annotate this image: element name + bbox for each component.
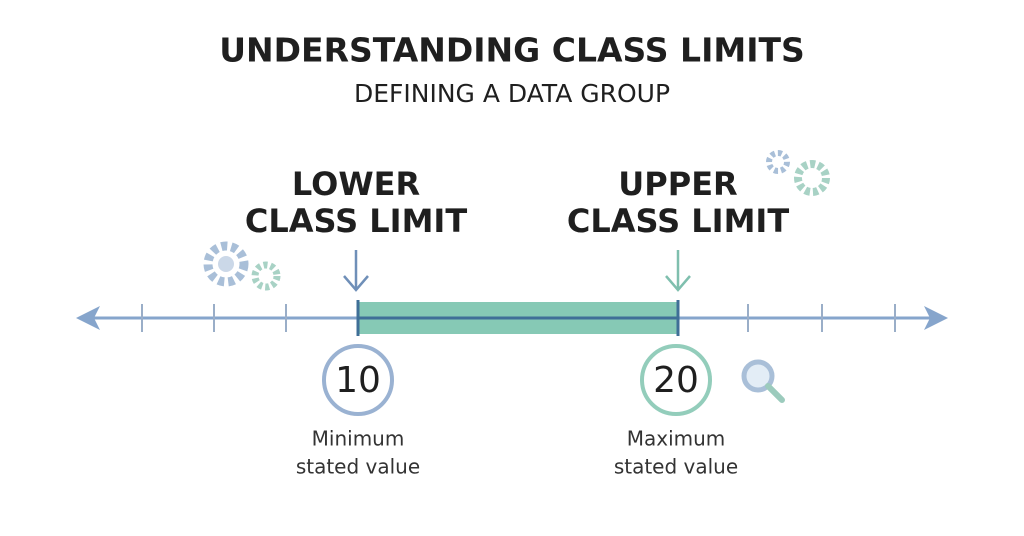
upper-label: CLASS LIMIT [567,202,789,240]
lower-caption: Minimum [312,427,405,451]
title: UNDERSTANDING CLASS LIMITS [219,31,805,70]
upper-circle [640,344,712,416]
upper-caption: Maximum [627,427,726,451]
lower-label: CLASS LIMIT [245,202,467,240]
lower-arrow [343,250,369,292]
subtitle: DEFINING A DATA GROUP [354,79,670,108]
upper-value: 20 [653,360,699,401]
upper-arrow [665,250,691,292]
lower-caption: stated value [296,455,420,479]
gears-right [766,150,830,196]
upper-label: UPPER [618,165,737,203]
lower-label: LOWER [292,165,420,203]
gears-left [203,241,281,291]
lower-circle [322,344,394,416]
upper-caption: stated value [614,455,738,479]
magnifier-icon [741,359,785,403]
lower-value: 10 [335,360,381,401]
